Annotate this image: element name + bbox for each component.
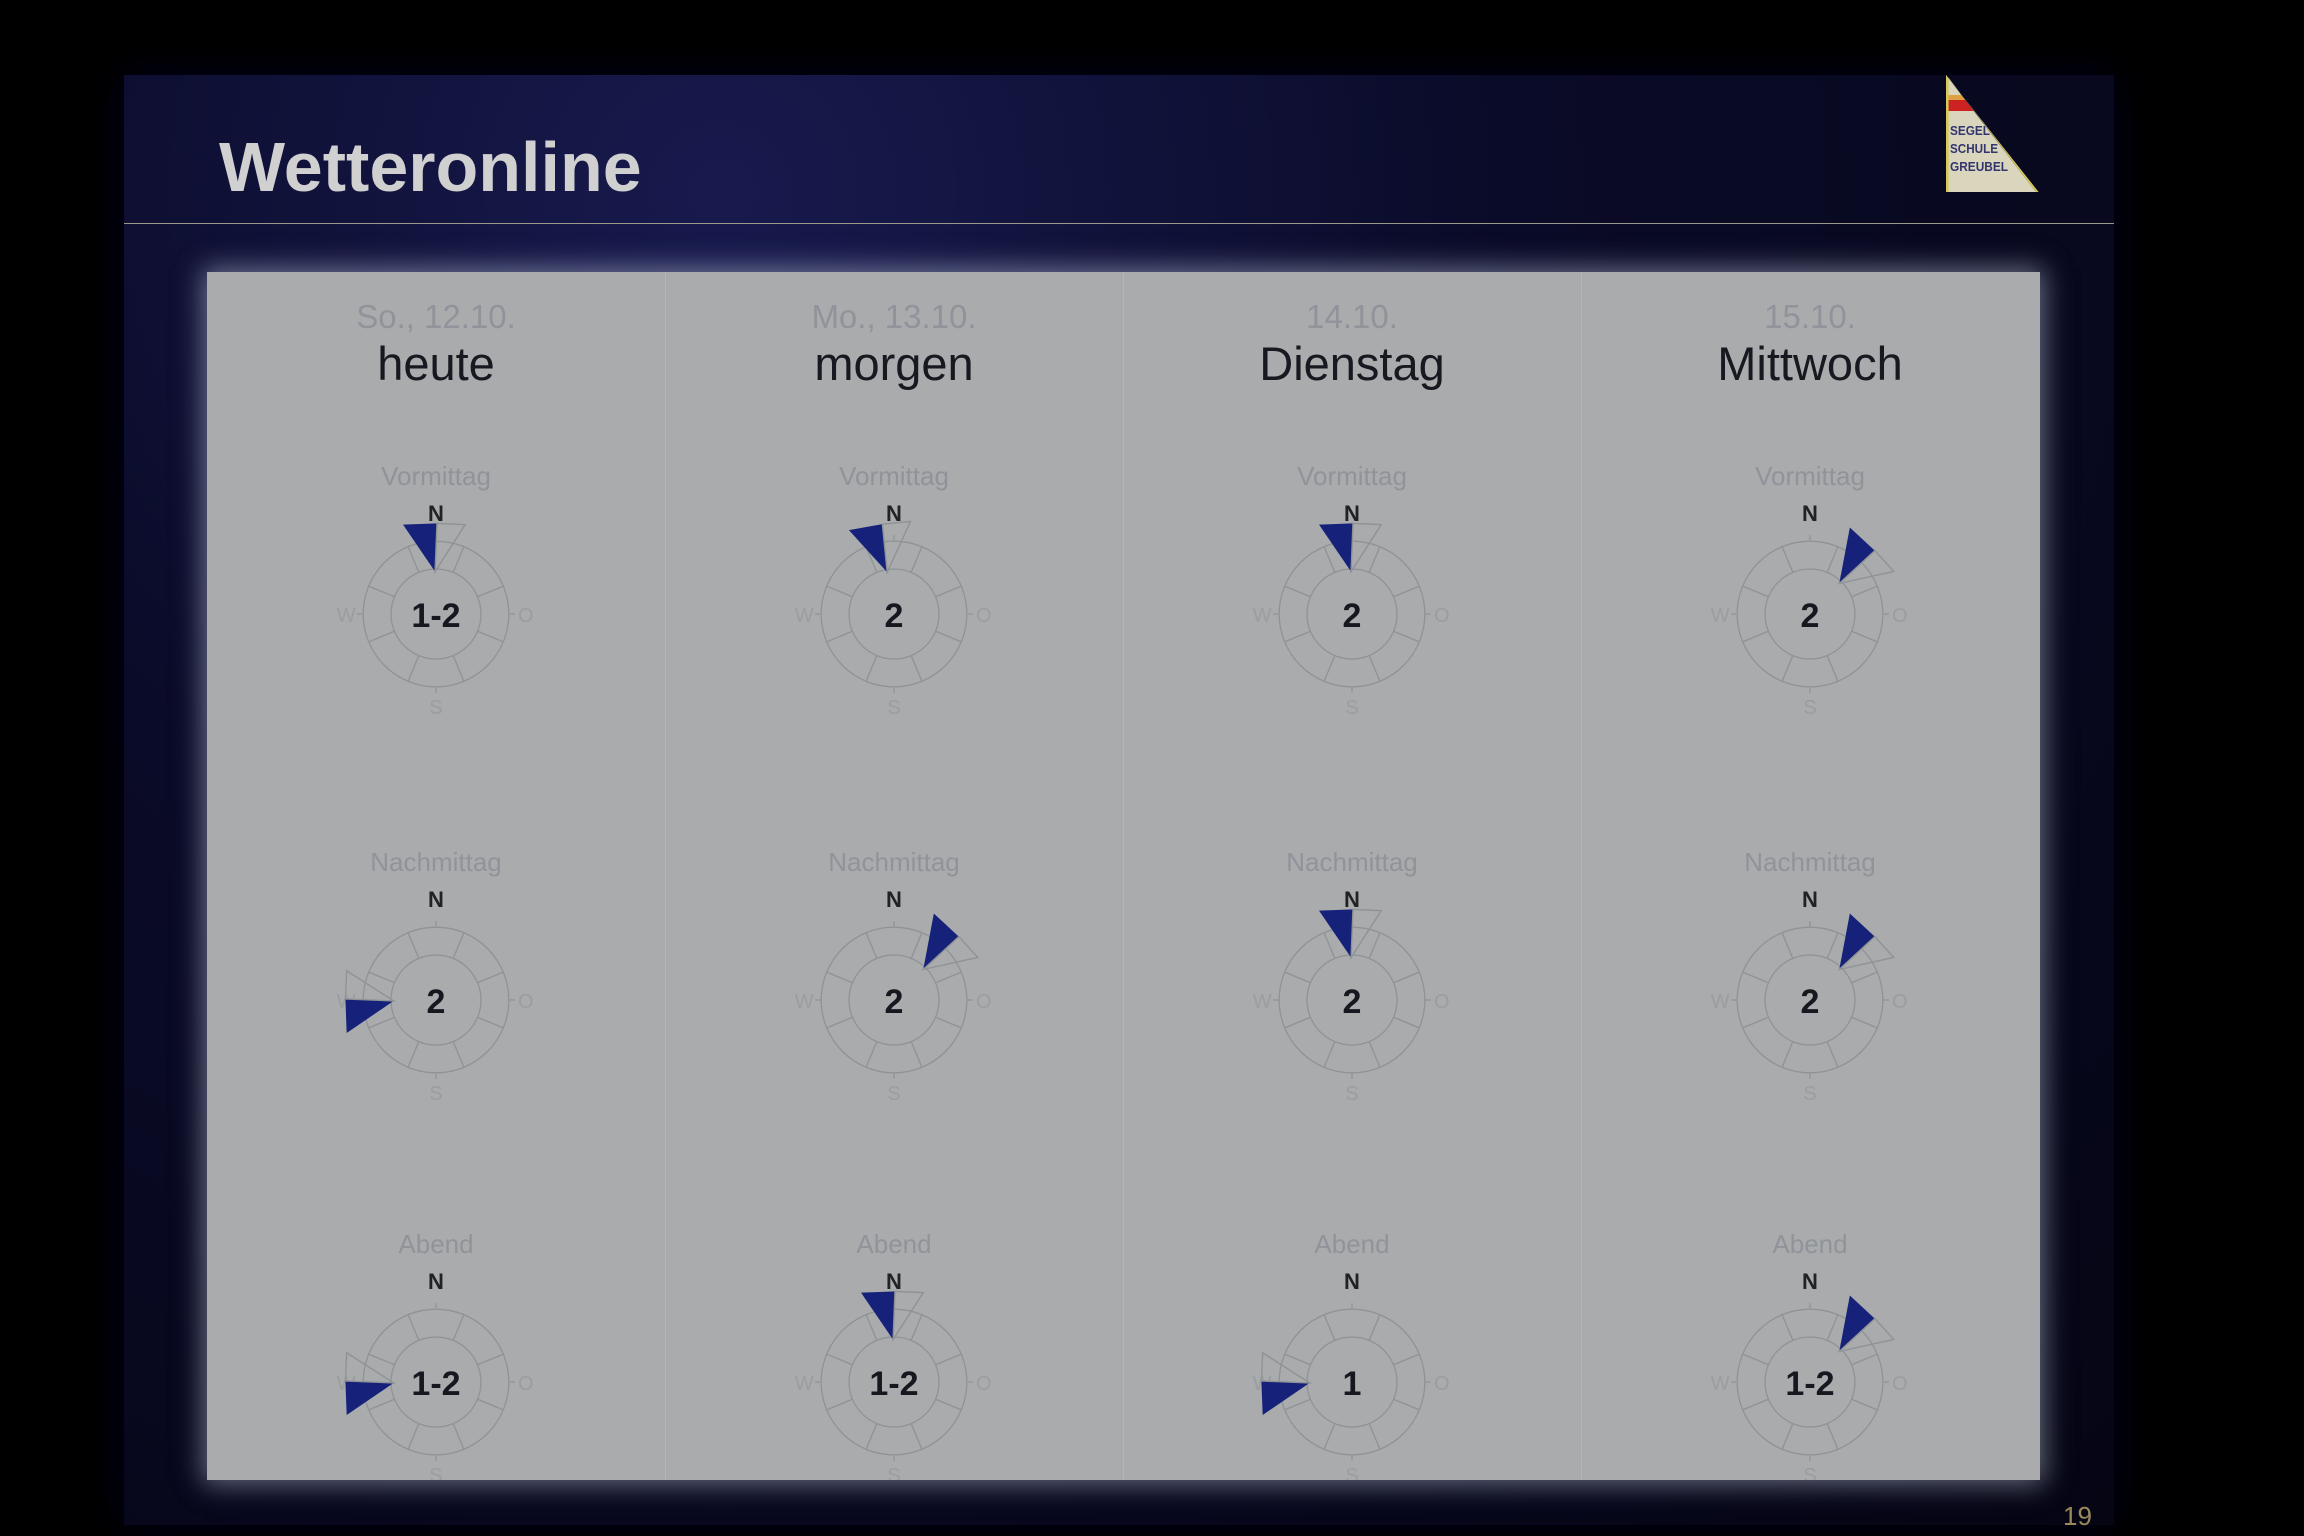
svg-text:S: S	[1345, 1465, 1358, 1480]
svg-text:N: N	[428, 1269, 444, 1294]
svg-text:W: W	[795, 1373, 814, 1395]
svg-text:O: O	[518, 605, 534, 627]
svg-text:1-2: 1-2	[869, 1365, 918, 1403]
svg-text:S: S	[887, 697, 900, 719]
svg-text:W: W	[1711, 605, 1730, 627]
svg-text:S: S	[1345, 1083, 1358, 1105]
svg-text:S: S	[429, 1083, 442, 1105]
svg-text:W: W	[795, 991, 814, 1013]
svg-text:W: W	[1711, 1373, 1730, 1395]
svg-text:O: O	[518, 991, 534, 1013]
svg-text:O: O	[976, 991, 992, 1013]
svg-text:S: S	[1345, 697, 1358, 719]
svg-text:N: N	[1802, 501, 1818, 526]
svg-text:S: S	[1803, 1465, 1816, 1480]
svg-text:N: N	[428, 501, 444, 526]
svg-text:SCHULE: SCHULE	[1950, 142, 1998, 156]
svg-text:N: N	[1344, 887, 1360, 912]
svg-text:W: W	[1253, 605, 1272, 627]
svg-text:2: 2	[885, 983, 904, 1021]
svg-text:N: N	[886, 887, 902, 912]
svg-text:S: S	[887, 1083, 900, 1105]
svg-text:2: 2	[1343, 983, 1362, 1021]
svg-text:SEGEL: SEGEL	[1950, 124, 1990, 138]
svg-text:O: O	[1434, 991, 1450, 1013]
svg-text:O: O	[1892, 605, 1908, 627]
svg-text:N: N	[428, 887, 444, 912]
svg-text:W: W	[795, 605, 814, 627]
svg-text:N: N	[886, 1269, 902, 1294]
svg-text:GREUBEL: GREUBEL	[1950, 160, 2008, 174]
svg-text:S: S	[1803, 1083, 1816, 1105]
svg-text:N: N	[1802, 1269, 1818, 1294]
svg-text:2: 2	[1343, 597, 1362, 635]
svg-text:1-2: 1-2	[411, 1365, 460, 1403]
svg-text:S: S	[429, 697, 442, 719]
svg-text:W: W	[1253, 991, 1272, 1013]
svg-text:2: 2	[1801, 983, 1820, 1021]
svg-text:O: O	[1892, 991, 1908, 1013]
svg-text:2: 2	[1801, 597, 1820, 635]
svg-text:W: W	[337, 605, 356, 627]
svg-text:O: O	[1892, 1373, 1908, 1395]
svg-text:1-2: 1-2	[1785, 1365, 1834, 1403]
svg-text:S: S	[1803, 697, 1816, 719]
svg-text:O: O	[976, 605, 992, 627]
svg-text:S: S	[887, 1465, 900, 1480]
svg-text:2: 2	[427, 983, 446, 1021]
svg-text:W: W	[1711, 991, 1730, 1013]
svg-text:O: O	[1434, 605, 1450, 627]
svg-text:O: O	[976, 1373, 992, 1395]
svg-text:1-2: 1-2	[411, 597, 460, 635]
svg-text:2: 2	[885, 597, 904, 635]
svg-text:O: O	[518, 1373, 534, 1395]
svg-text:N: N	[1344, 501, 1360, 526]
svg-text:N: N	[1802, 887, 1818, 912]
svg-text:O: O	[1434, 1373, 1450, 1395]
svg-text:N: N	[1344, 1269, 1360, 1294]
svg-text:S: S	[429, 1465, 442, 1480]
svg-text:1: 1	[1343, 1365, 1362, 1403]
